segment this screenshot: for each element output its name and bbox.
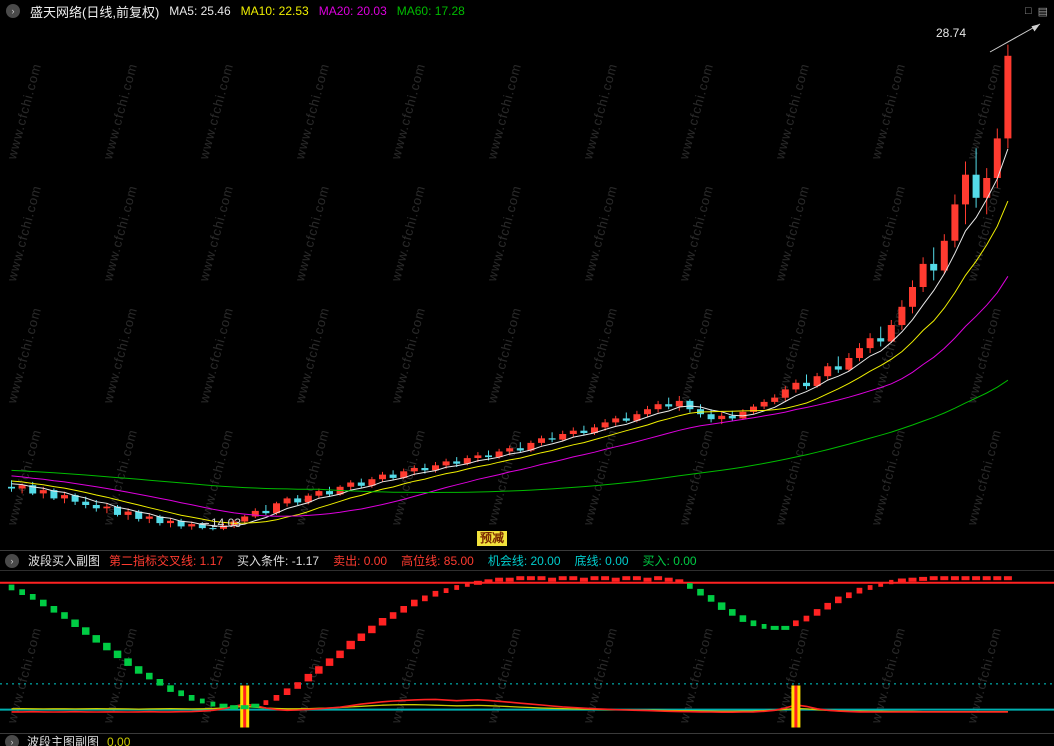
ma5-value: MA5: 25.46 [169, 4, 231, 18]
indicator-label-4: 机会线: 20.00 [487, 554, 561, 568]
stock-panel-icon[interactable]: › [6, 4, 20, 18]
indicator-canvas[interactable] [0, 571, 1054, 733]
indicator-label-0: 第二指标交叉线: 1.17 [109, 554, 224, 568]
sub-indicator-name: 波段买入副图 [28, 554, 101, 568]
sub-indicator-header: › 波段买入副图 第二指标交叉线: 1.17 买入条件: -1.17 卖出: 0.0… [0, 550, 1054, 571]
high-price-label: 28.74 [936, 26, 967, 40]
ma20-value: MA20: 20.03 [318, 4, 387, 18]
event-badge[interactable]: 预减 [477, 531, 508, 546]
ma-values: MA5: 25.46 MA10: 22.53 MA20: 20.03 MA60: 17… [169, 4, 475, 18]
window-icon-0[interactable]: □ [1024, 4, 1032, 17]
indicator-label-6: 买入: 0.00 [642, 554, 697, 568]
indicator-values: 第二指标交叉线: 1.17 买入条件: -1.17 卖出: 0.00 高位线: 85.… [109, 552, 697, 569]
main-price-chart[interactable]: www.cfchi.com www.cfchi.com www.cfchi.com w… [0, 22, 1054, 550]
window-controls: □ ▤ [1025, 5, 1048, 18]
sub-indicator-chart[interactable]: www.cfchi.com www.cfchi.com www.cfchi.com w… [0, 571, 1054, 733]
ma10-value: MA10: 22.53 [240, 4, 309, 18]
sub-panel-icon[interactable]: › [5, 553, 19, 568]
low-price-label: 14.03 [200, 516, 241, 530]
next-panel-icon[interactable]: › [5, 735, 19, 746]
next-panel-name: 波段主图副图 [27, 735, 100, 746]
title-bar: › 盛天网络(日线,前复权) MA5: 25.46 MA10: 22.53 MA20… [0, 0, 1054, 22]
next-panel-value: 0.00 [107, 735, 131, 746]
indicator-label-1: 买入条件: -1.17 [237, 554, 320, 568]
indicator-label-3: 高位线: 85.00 [401, 554, 474, 568]
chart-title: 盛天网络(日线,前复权) [30, 4, 160, 20]
ma60-value: MA60: 17.28 [396, 4, 465, 18]
next-panel-header[interactable]: › 波段主图副图 0.00 [0, 733, 1054, 746]
indicator-label-2: 卖出: 0.00 [333, 554, 388, 568]
indicator-label-5: 底线: 0.00 [574, 554, 629, 568]
window-icon-1[interactable]: ▤ [1037, 5, 1048, 18]
candlestick-canvas[interactable] [0, 22, 1054, 550]
